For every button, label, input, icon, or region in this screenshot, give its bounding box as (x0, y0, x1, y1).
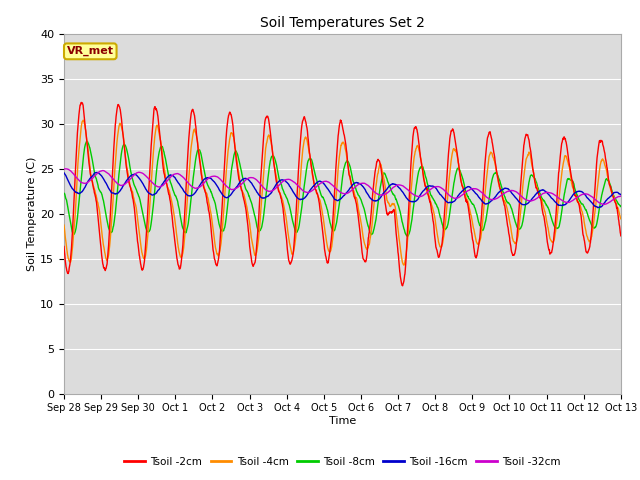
Text: VR_met: VR_met (67, 46, 114, 57)
Legend: Tsoil -2cm, Tsoil -4cm, Tsoil -8cm, Tsoil -16cm, Tsoil -32cm: Tsoil -2cm, Tsoil -4cm, Tsoil -8cm, Tsoi… (120, 453, 564, 471)
Y-axis label: Soil Temperature (C): Soil Temperature (C) (28, 156, 37, 271)
X-axis label: Time: Time (329, 416, 356, 426)
Title: Soil Temperatures Set 2: Soil Temperatures Set 2 (260, 16, 425, 30)
